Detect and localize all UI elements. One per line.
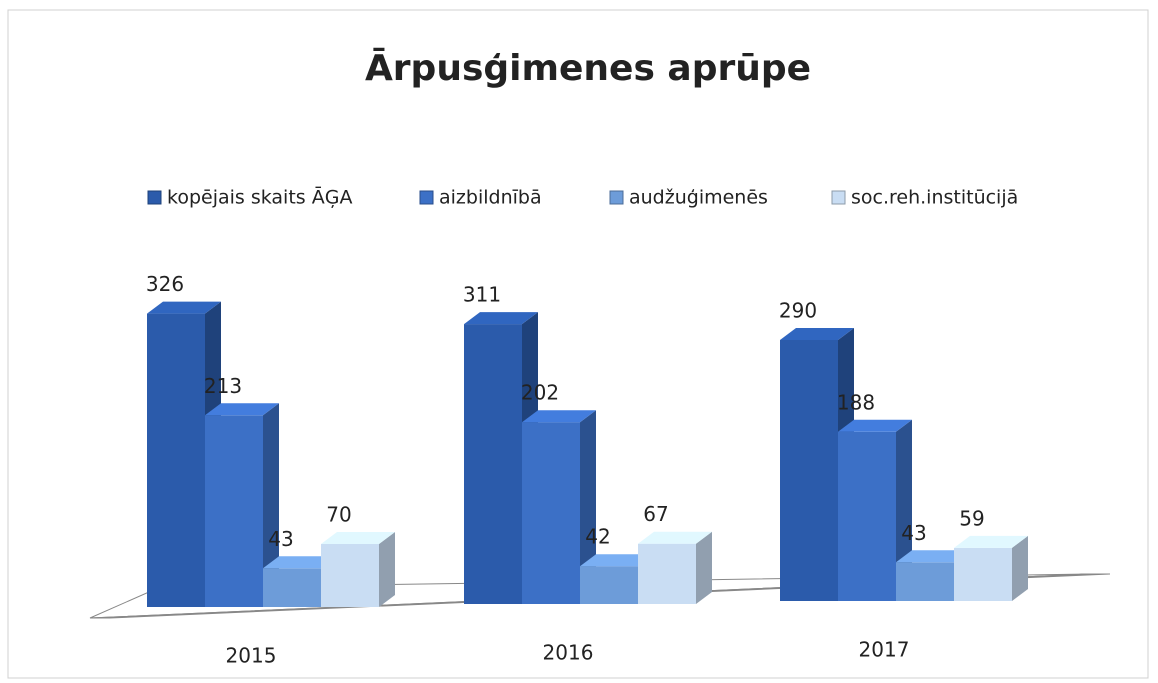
chart-title: Ārpusģimenes aprūpe — [365, 47, 811, 89]
data-label: 43 — [268, 527, 293, 551]
bar — [580, 566, 638, 604]
bar-top — [321, 532, 395, 544]
bar — [896, 562, 954, 601]
legend-swatch — [147, 190, 162, 205]
x-tick-label: 2015 — [226, 644, 277, 668]
bar — [522, 422, 580, 604]
bar — [321, 544, 379, 607]
bar-top — [205, 403, 279, 416]
legend-label: kopējais skaits ĀĢA — [167, 185, 352, 209]
bar — [263, 568, 321, 607]
data-label: 42 — [585, 525, 610, 549]
bar — [147, 313, 205, 607]
bar — [954, 547, 1012, 601]
bar-side — [379, 532, 395, 607]
data-label: 311 — [463, 283, 501, 307]
data-label: 202 — [521, 381, 559, 405]
bar-top — [263, 556, 337, 569]
bar-top — [522, 410, 596, 423]
data-label: 67 — [643, 502, 668, 526]
bar — [464, 324, 522, 604]
bar-side — [696, 531, 712, 604]
data-label: 213 — [204, 374, 242, 398]
x-tick-label: 2016 — [543, 641, 594, 665]
bar-top — [838, 419, 912, 432]
bar-top — [954, 535, 1028, 548]
data-label: 326 — [146, 272, 184, 296]
bar — [638, 543, 696, 604]
legend-swatch — [609, 190, 624, 205]
data-label: 59 — [959, 506, 984, 530]
bar-side — [1012, 535, 1028, 601]
data-label: 70 — [326, 503, 351, 527]
bar-top — [147, 301, 221, 314]
legend-swatch — [419, 190, 434, 205]
bar-side — [580, 410, 596, 604]
legend-label: soc.reh.institūcijā — [851, 187, 1018, 209]
bar-top — [580, 554, 654, 567]
x-tick-label: 2017 — [859, 638, 910, 662]
data-label: 290 — [779, 299, 817, 323]
bar — [205, 415, 263, 607]
legend-label: audžuģimenēs — [629, 187, 768, 209]
bar — [780, 340, 838, 601]
bar-top — [464, 312, 538, 325]
bar — [838, 431, 896, 601]
legend-swatch — [831, 190, 846, 205]
legend-label: aizbildnībā — [439, 187, 542, 209]
data-label: 43 — [901, 521, 926, 545]
data-label: 188 — [837, 390, 875, 414]
bar-top — [896, 550, 970, 563]
bar-side — [263, 403, 279, 607]
bar-top — [780, 328, 854, 340]
bar-top — [638, 531, 712, 544]
